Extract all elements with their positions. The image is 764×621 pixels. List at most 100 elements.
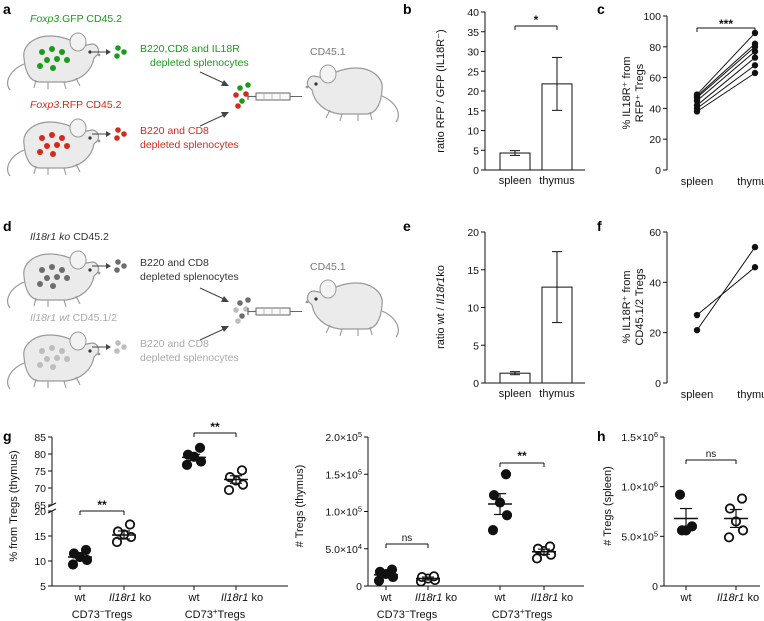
x-tick-label: spleen [681,389,713,401]
data-point [181,459,193,470]
group-label-rest: ko [558,592,573,604]
cells-gfp-line2: depleted splenocytes [150,57,249,69]
cluster-label: CD73+Tregs [185,607,246,621]
recipient-d: CD45.1 [310,261,346,273]
group-label: wt [188,592,200,604]
group-label: Il18r1 ko [109,592,151,604]
mixed-cells-a [233,82,251,109]
y-axis-label-tail: ko [435,265,447,277]
group-label-rest: ko [744,592,759,604]
x-tick-label: thymus [737,389,764,401]
y-tick-label: 5 [473,145,479,157]
syringe-d-icon [247,307,303,316]
y-tick-base: 0 [356,581,362,593]
y-tick-label: 15 [34,531,46,543]
mouse-recipient-a [305,64,399,123]
y-axis-label-line1: % IL18R⁺ from [621,56,633,129]
significance-label: *** [719,17,733,31]
y-tick-label: 20 [649,328,661,340]
y-tick-label: 100 [643,11,661,23]
y-tick-exp: 6 [654,430,658,439]
data-point [194,442,206,453]
pair-line [696,246,756,331]
significance-label: ns [706,449,717,460]
data-point-thymus [751,48,759,55]
data-point [724,503,736,514]
data-point [676,525,688,536]
data-point [223,484,235,496]
data-point [487,525,499,536]
panel-label-a: a [3,1,11,17]
significance-label: ** [210,420,220,434]
y-tick-label: 80 [649,42,661,54]
pair-line [696,64,756,109]
donor-ko-title: Il18r1 ko CD45.2 [30,231,109,243]
y-tick-base: 0 [652,581,658,593]
group-label-text: wt [74,592,86,604]
y-tick-label: 65 [34,500,46,512]
y-tick-label: 10 [34,556,46,568]
y-tick-label: 60 [649,73,661,85]
y-tick-label: 35 [467,27,479,39]
group-label-rest: ko [442,592,457,604]
cells-ko [114,259,127,273]
y-tick-label: 0 [652,581,658,593]
y-tick-label: 1.0×106 [621,479,658,494]
y-tick-label: 0 [655,378,661,390]
y-tick-base: 1.0×10 [325,507,358,519]
cells-wt-line1: B220 and CD8 [140,338,209,350]
cluster-label-post: Tregs [525,609,553,621]
y-tick-label: 60 [649,227,661,239]
y-tick-label: 5.0×104 [325,541,362,556]
significance-label: * [534,13,539,27]
mouse-ko [7,250,102,309]
data-point-thymus [751,264,759,271]
cells-ko-line2: depleted splenocytes [140,271,239,283]
y-tick-label: 20 [467,86,479,98]
y-tick-label: 5 [473,340,479,352]
y-tick-exp: 5 [358,467,362,476]
y-axis-label-line2: CD45.1/2 Tregs [634,268,646,346]
recipient-a: CD45.1 [310,46,346,58]
significance-label: ns [402,533,413,544]
y-tick-label: 75 [34,466,46,478]
schematic-d: Il18r1 ko CD45.2 B220 and CD8 depleted s… [7,231,399,390]
data-point-thymus [751,243,759,251]
data-point [488,490,500,501]
data-point [236,465,248,476]
y-tick-exp: 5 [654,529,658,538]
y-tick-label: 30 [467,47,479,59]
group-label: wt [494,592,506,604]
y-tick-label: 0 [356,581,362,593]
cluster-label-post: Tregs [218,609,246,621]
y-tick-base: 1.0×10 [621,482,654,494]
data-point [124,519,136,530]
cluster-label-sup: − [405,607,410,616]
group-label-text: wt [188,592,200,604]
data-point-spleen [693,102,701,109]
mouse-wt [7,331,102,390]
y-tick-base: 1.5×10 [621,432,654,444]
cluster-label: CD73−Tregs [72,607,133,621]
cluster-label-pre: CD73 [72,609,100,621]
chart-c: 0 20 40 60 80 100 spleen thymus *** % IL18R⁺ from… [621,11,764,188]
y-tick-label: 0 [473,378,479,390]
donor-rfp-title: Foxp3.RFP CD45.2 [30,99,122,111]
y-tick-label: 15 [467,265,479,277]
y-tick-base: 5.0×10 [325,544,358,556]
x-tick-label: spleen [681,176,713,188]
y-tick-label: 1.5×106 [621,430,658,445]
cluster-label-post: Tregs [105,609,133,621]
mouse-gfp [7,32,102,91]
cluster-label-pre: CD73 [377,609,405,621]
y-tick-base: 5.0×10 [621,531,654,543]
data-point [737,525,749,536]
data-point [500,469,512,480]
data-point-thymus [751,54,759,61]
group-label: Il18r1 ko [717,592,759,604]
y-axis-label-line2: RFP⁺ Tregs [634,63,646,122]
cells-gfp [114,45,127,59]
